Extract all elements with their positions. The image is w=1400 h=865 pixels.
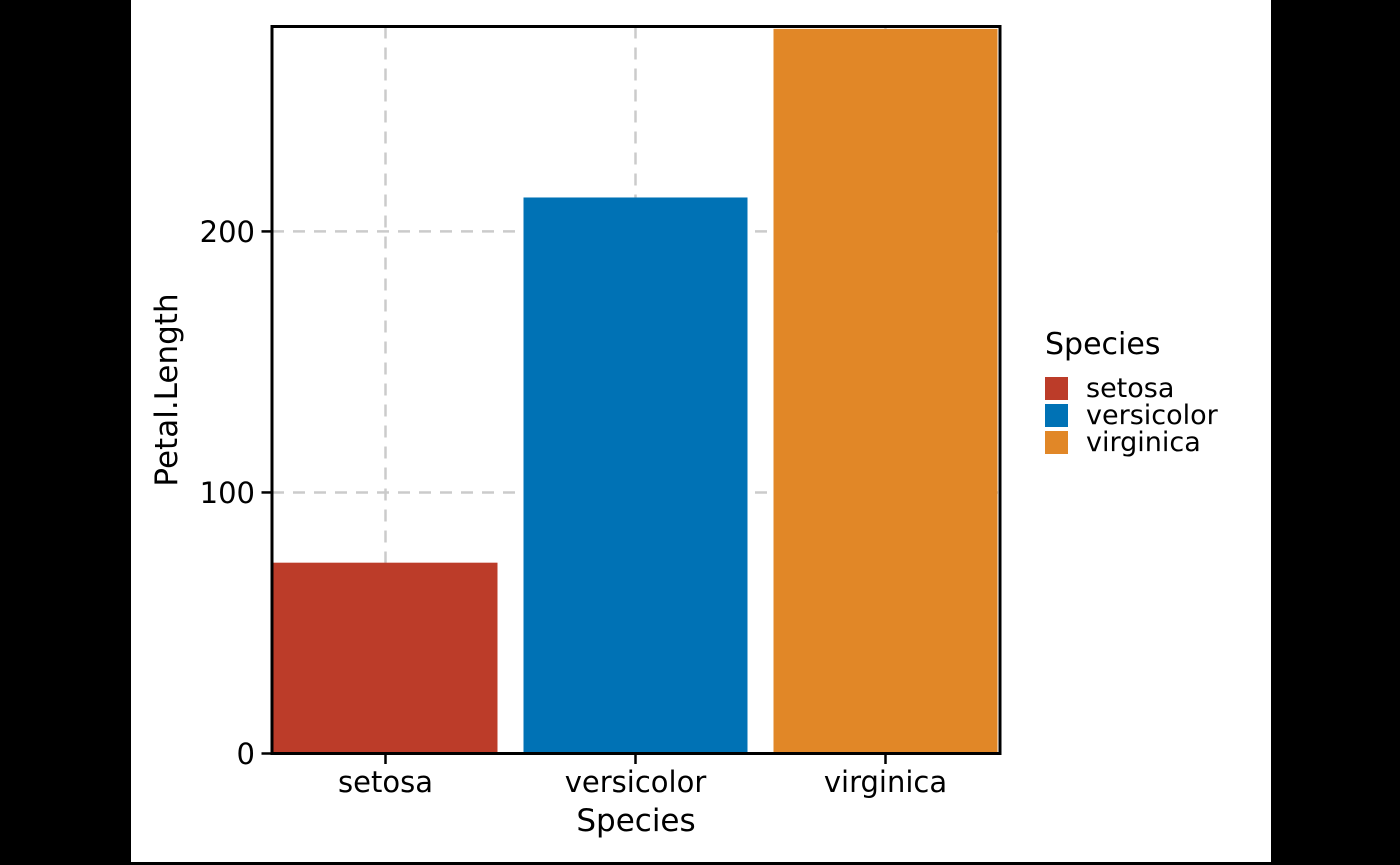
panel-border	[270, 25, 1002, 755]
legend-label-setosa: setosa	[1086, 373, 1175, 405]
y-axis-title: Petal.Length	[149, 293, 185, 486]
legend-item-virginica: virginica	[1045, 429, 1218, 456]
chart-canvas: 0 100 200 setosa versicolor virginica Specie…	[131, 0, 1271, 862]
y-tick-label-0: 0	[237, 737, 255, 771]
bars-layer	[273, 28, 998, 754]
legend-label-versicolor: versicolor	[1086, 400, 1218, 432]
bar-versicolor	[523, 197, 748, 754]
bar-setosa	[273, 562, 498, 754]
y-tick-label-200: 200	[200, 215, 255, 249]
x-tick-label-versicolor: versicolor	[565, 765, 707, 799]
legend-label-virginica: virginica	[1086, 427, 1201, 458]
y-tick-labels: 0 100 200	[200, 215, 255, 771]
bar-virginica	[773, 28, 998, 754]
legend-swatch-setosa	[1045, 377, 1068, 401]
legend-item-setosa: setosa	[1045, 373, 1218, 405]
bar-chart: 0 100 200 setosa versicolor virginica Specie…	[149, 25, 1002, 839]
x-tick-label-setosa: setosa	[338, 765, 433, 799]
x-tick-labels: setosa versicolor virginica	[338, 765, 947, 799]
x-tick-label-virginica: virginica	[824, 765, 947, 799]
axis-ticks	[261, 230, 887, 764]
legend-items: setosa versicolor virginica	[1045, 373, 1218, 456]
legend: Species setosa versicolor virginica	[1045, 327, 1218, 456]
x-axis-title: Species	[576, 803, 695, 839]
y-tick-label-100: 100	[200, 476, 255, 510]
legend-title: Species	[1045, 327, 1161, 362]
legend-swatch-versicolor	[1045, 404, 1068, 428]
legend-swatch-virginica	[1045, 430, 1068, 454]
legend-item-versicolor: versicolor	[1045, 402, 1218, 429]
